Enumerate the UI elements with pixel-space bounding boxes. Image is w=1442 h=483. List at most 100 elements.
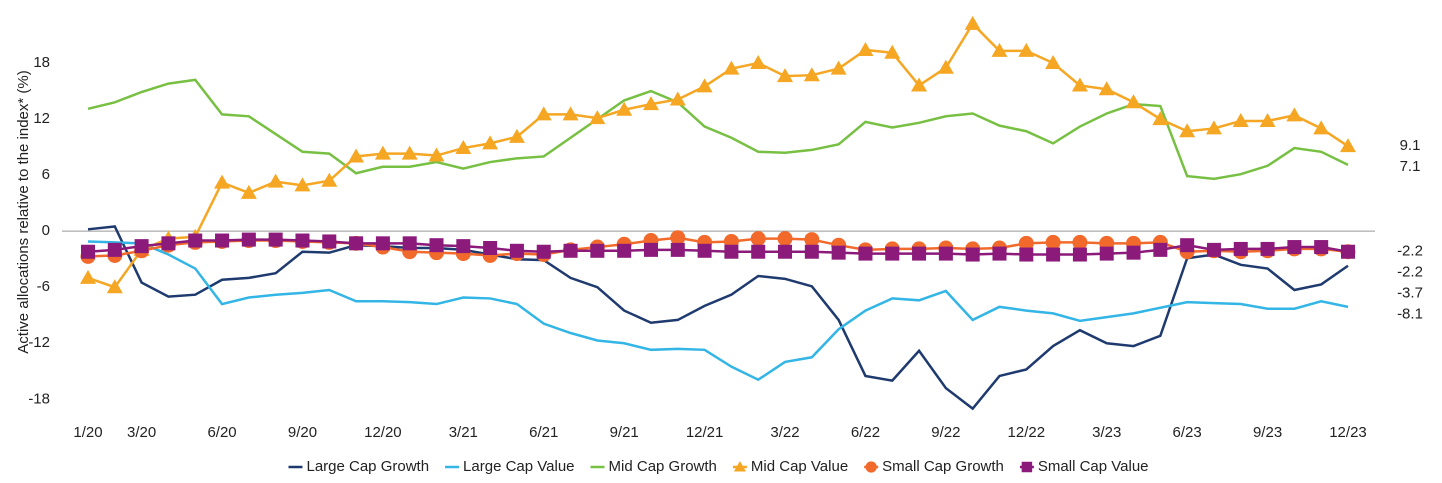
series-line — [87, 225, 1349, 411]
marker — [1125, 94, 1142, 109]
marker — [214, 174, 231, 189]
marker — [616, 101, 633, 116]
x-tick-label: 12/22 — [1008, 424, 1046, 441]
marker — [992, 246, 1007, 261]
marker — [374, 145, 391, 160]
end-label: -2.2 — [1397, 243, 1423, 260]
marker — [670, 242, 685, 257]
marker — [80, 269, 96, 284]
marker — [81, 244, 95, 259]
marker — [750, 231, 766, 247]
marker — [268, 232, 283, 247]
marker — [1286, 107, 1303, 122]
x-tick-label: 6/23 — [1173, 424, 1202, 441]
end-label: 9.1 — [1400, 137, 1421, 154]
marker — [483, 240, 498, 255]
marker — [804, 244, 819, 259]
legend: Large Cap Growth Large Cap Value Mid Cap G… — [288, 458, 1149, 475]
marker — [1072, 234, 1088, 250]
series-line — [87, 78, 1349, 181]
marker — [589, 110, 606, 125]
x-tick-label: 12/23 — [1329, 424, 1367, 441]
marker — [1045, 234, 1061, 250]
x-tick-label: 9/20 — [288, 424, 317, 441]
marker — [1313, 120, 1330, 135]
marker — [349, 236, 364, 251]
marker — [751, 244, 766, 259]
marker — [1314, 240, 1329, 255]
marker — [1205, 120, 1222, 135]
marker — [858, 246, 873, 261]
y-tick-label: 12 — [33, 110, 50, 127]
marker — [562, 106, 579, 121]
marker — [1260, 241, 1275, 256]
marker — [535, 106, 552, 121]
marker — [134, 239, 149, 254]
marker — [991, 42, 1008, 57]
y-tick-label: -12 — [28, 334, 50, 351]
marker — [830, 60, 847, 75]
marker — [697, 243, 712, 258]
marker — [106, 279, 123, 294]
marker — [1046, 247, 1061, 262]
marker — [188, 233, 203, 248]
marker — [294, 177, 311, 192]
marker — [1071, 77, 1088, 92]
marker — [1098, 81, 1115, 96]
marker — [375, 236, 390, 251]
y-tick-label: -18 — [28, 390, 50, 407]
marker — [482, 135, 499, 150]
marker — [536, 244, 551, 259]
marker — [1099, 246, 1114, 261]
marker — [964, 15, 981, 30]
x-tick-label: 9/22 — [931, 424, 960, 441]
marker — [322, 234, 337, 249]
legend-label: Mid Cap Value — [751, 458, 848, 475]
legend-label: Large Cap Growth — [306, 458, 429, 475]
marker — [1340, 138, 1356, 153]
marker — [456, 239, 471, 254]
x-tick-label: 3/23 — [1092, 424, 1121, 441]
marker — [669, 91, 686, 106]
x-tick-label: 6/22 — [851, 424, 880, 441]
y-axis-label: Active allocations relative to the index… — [15, 70, 32, 353]
marker — [777, 68, 794, 83]
marker — [911, 77, 928, 92]
end-label: -8.1 — [1397, 306, 1423, 323]
marker — [643, 242, 658, 257]
marker — [1072, 247, 1087, 262]
x-tick-label: 9/23 — [1253, 424, 1282, 441]
marker — [912, 246, 927, 261]
marker — [778, 244, 793, 259]
marker — [670, 230, 686, 246]
marker — [617, 243, 632, 258]
marker — [267, 173, 284, 188]
marker — [1259, 112, 1276, 127]
marker — [215, 233, 230, 248]
marker — [1153, 242, 1168, 257]
marker — [1179, 123, 1196, 138]
x-tick-label: 6/21 — [529, 424, 558, 441]
marker — [885, 246, 900, 261]
marker — [401, 145, 418, 160]
y-tick-label: 0 — [42, 222, 50, 239]
end-label: -3.7 — [1397, 285, 1423, 302]
marker — [348, 148, 365, 163]
marker — [733, 461, 746, 472]
x-tick-label: 3/22 — [770, 424, 799, 441]
end-label: 7.1 — [1400, 158, 1421, 175]
x-tick-label: 9/21 — [610, 424, 639, 441]
series — [87, 225, 1349, 411]
marker — [1019, 247, 1034, 262]
x-tick-label: 3/20 — [127, 424, 156, 441]
marker — [295, 233, 310, 248]
legend-label: Small Cap Growth — [882, 458, 1004, 475]
x-tick-label: 12/21 — [686, 424, 724, 441]
marker — [240, 184, 257, 199]
marker — [107, 242, 122, 257]
marker — [723, 60, 740, 75]
x-tick-label: 12/20 — [364, 424, 402, 441]
x-tick-label: 1/20 — [73, 424, 102, 441]
